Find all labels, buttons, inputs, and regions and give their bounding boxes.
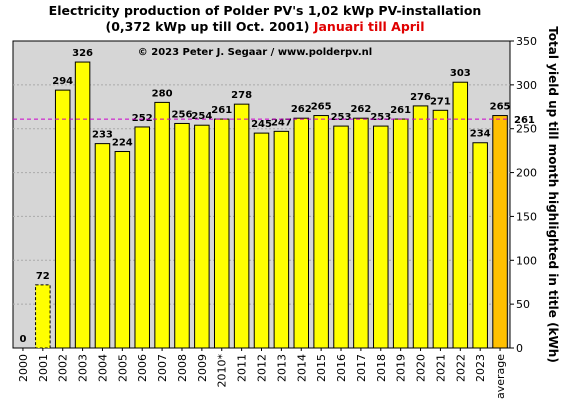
bar-2009 [194, 124, 210, 349]
x-tick-label: 2000 [17, 354, 30, 382]
bar-2019 [392, 118, 409, 349]
bar-value-label: 294 [52, 76, 73, 87]
bar-2022 [452, 81, 469, 349]
x-tick-label: 2019 [395, 354, 408, 382]
chart-title: Electricity production of Polder PV's 1,… [48, 3, 482, 18]
x-tick-label: 2006 [136, 354, 149, 382]
bar-2007 [154, 101, 170, 349]
bar-value-label: 252 [132, 113, 153, 124]
y-tick-label: 200 [516, 167, 537, 180]
x-tick-label: 2023 [474, 354, 487, 382]
bar-value-label: 262 [291, 104, 312, 115]
x-tick-label: 2003 [77, 354, 90, 382]
y-tick-label: 350 [516, 35, 537, 48]
y-tick-label: 150 [516, 210, 537, 223]
bar-value-label: 0 [19, 334, 26, 345]
bar-value-label: 254 [191, 111, 212, 122]
bar-2013 [273, 130, 290, 349]
chart-subtitle-period: Januari till April [313, 19, 425, 34]
bar-value-label: 234 [470, 129, 491, 140]
x-tick-label: 2001 [37, 354, 50, 382]
bar-value-label: 261 [211, 105, 232, 116]
bar-value-label: 247 [271, 117, 292, 128]
x-tick-label: 2002 [57, 354, 70, 382]
x-tick-label: 2018 [375, 354, 388, 382]
bar-2011 [233, 103, 250, 349]
bar-value-label: 253 [331, 112, 352, 123]
y-tick-label: 50 [516, 298, 530, 311]
x-tick-label: 2020 [415, 354, 428, 382]
x-tick-label: 2015 [315, 354, 328, 382]
bar-2010 [213, 118, 230, 349]
bar-2008 [174, 122, 190, 349]
bar-value-label: 265 [490, 102, 511, 113]
bar-2023 [472, 142, 488, 349]
y-tick-label: 300 [516, 79, 537, 92]
bar-value-label: 261 [390, 105, 411, 116]
bar-value-label: 265 [311, 102, 332, 113]
bar-2005 [114, 151, 131, 349]
bar-average [492, 115, 508, 349]
bar-2006 [134, 126, 150, 349]
bar-value-label: 280 [152, 88, 173, 99]
x-tick-label: 2017 [355, 354, 368, 382]
reference-line-label: 261 [514, 115, 535, 126]
bar-value-label: 271 [430, 96, 451, 107]
bar-2016 [333, 125, 349, 349]
x-tick-label: 2010* [216, 354, 229, 388]
bar-2017 [353, 117, 369, 349]
x-tick-label: 2022 [454, 354, 467, 382]
x-tick-label: 2008 [176, 354, 189, 382]
y-tick-label: 100 [516, 254, 537, 267]
x-tick-label: 2005 [116, 354, 129, 382]
bar-2012 [253, 132, 270, 349]
bar-value-label: 256 [172, 109, 193, 120]
bar-value-label: 303 [450, 68, 471, 79]
x-tick-label: 2014 [295, 354, 308, 382]
x-tick-label: 2011 [236, 354, 249, 382]
bar-value-label: 326 [72, 48, 93, 59]
bar-value-label: 224 [112, 138, 133, 149]
copyright-text: © 2023 Peter J. Segaar / www.polderpv.nl [138, 47, 372, 58]
bar-2020 [412, 105, 429, 349]
bar-2015 [313, 115, 329, 349]
bar-2003 [74, 61, 91, 349]
bar-2004 [94, 143, 111, 349]
x-tick-label: 2016 [335, 354, 348, 382]
bar-value-label: 233 [92, 130, 113, 141]
bar-2014 [293, 117, 310, 349]
bar-value-label: 262 [350, 104, 371, 115]
x-tick-label: 2009 [196, 354, 209, 382]
bar-2018 [373, 125, 389, 349]
chart-subtitle-main: (0,372 kWp up till Oct. 2001) [105, 19, 310, 34]
x-tick-label: 2007 [156, 354, 169, 382]
y-tick-label: 0 [516, 342, 523, 355]
bar-2021 [432, 109, 449, 349]
bar-2001 [35, 284, 51, 349]
x-tick-label: average [494, 354, 507, 399]
bar-value-label: 245 [251, 119, 272, 130]
bar-value-label: 253 [370, 112, 391, 123]
x-tick-label: 2004 [96, 354, 109, 382]
bar-value-label: 278 [231, 90, 252, 101]
y-axis-title: Total yield up till month highlighted in… [546, 26, 560, 363]
x-tick-label: 2013 [275, 354, 288, 382]
bar-value-label: 72 [36, 271, 50, 282]
x-tick-label: 2012 [256, 354, 269, 382]
x-tick-label: 2021 [434, 354, 447, 382]
bar-2002 [54, 89, 71, 349]
chart-subtitle: (0,372 kWp up till Oct. 2001) Januari ti… [0, 19, 530, 35]
bar-value-label: 276 [410, 92, 431, 103]
y-tick-label: 250 [516, 123, 537, 136]
